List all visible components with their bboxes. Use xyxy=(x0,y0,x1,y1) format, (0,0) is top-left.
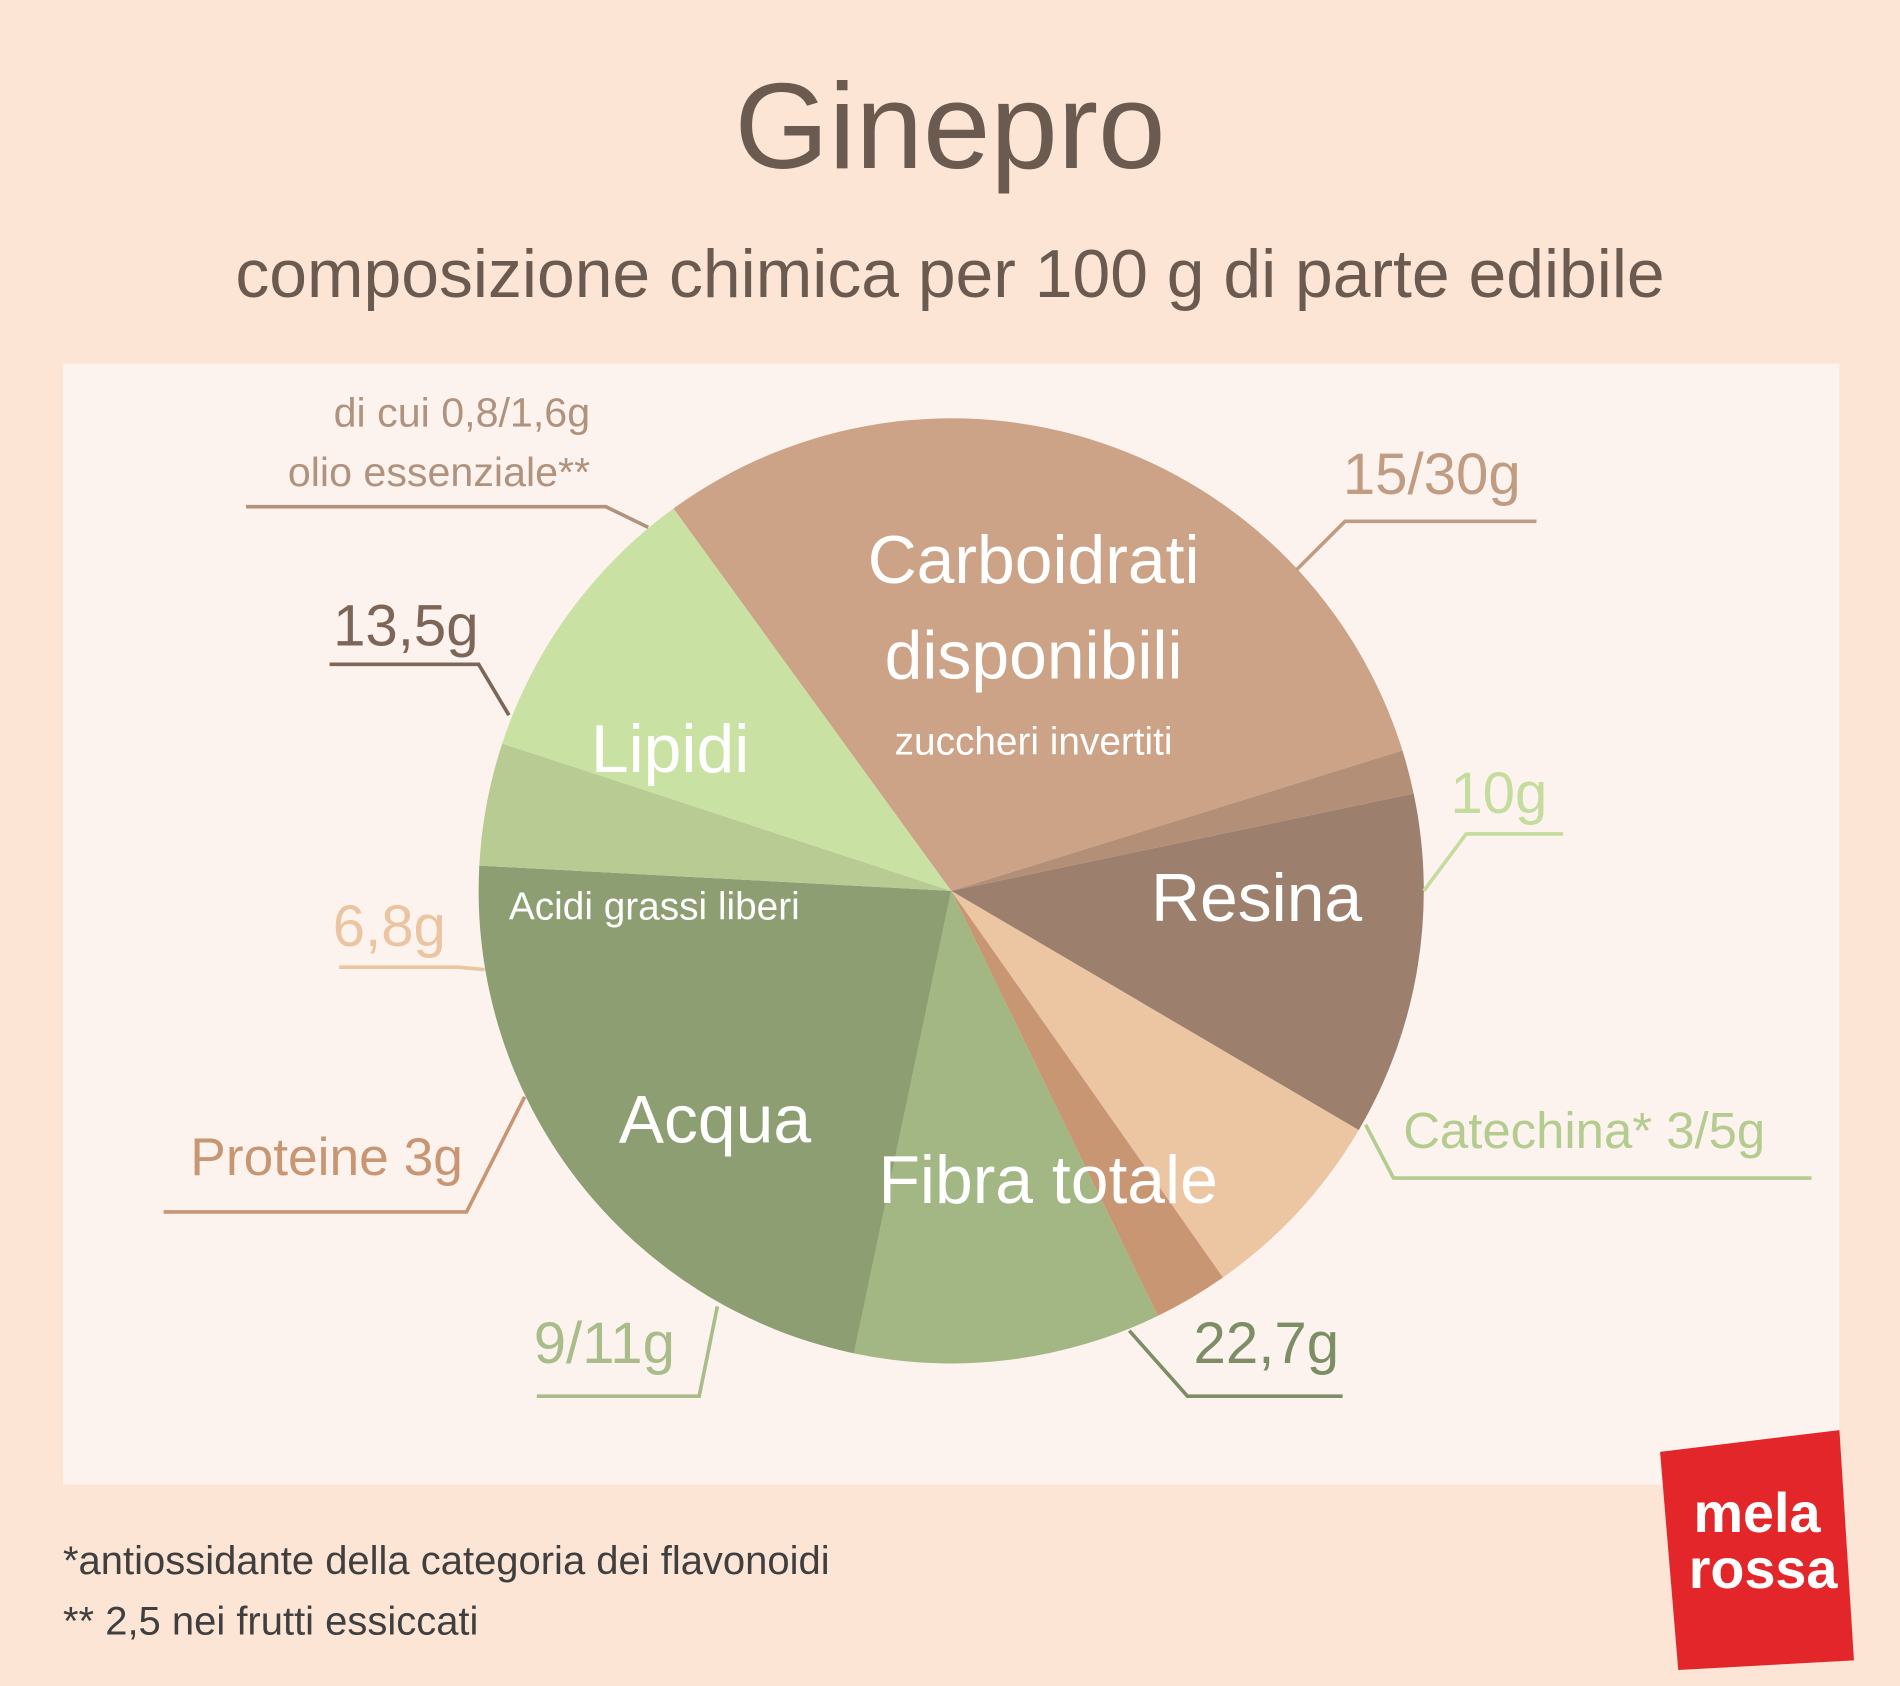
callout-line xyxy=(245,504,650,529)
callout-line xyxy=(1127,1329,1343,1398)
chart-title: Ginepro xyxy=(734,58,1165,194)
logo-text: rossa xyxy=(1689,1538,1839,1600)
slice-label: Fibra totale xyxy=(878,1143,1217,1218)
callout-label: Proteine 3g xyxy=(190,1128,463,1187)
slice-label: Resina xyxy=(1151,861,1362,936)
callout-line xyxy=(1422,832,1564,892)
callout-label: 13,5g xyxy=(333,594,479,659)
pie-slice xyxy=(951,890,1223,1316)
callout-line xyxy=(163,1096,527,1214)
pie-slice xyxy=(502,508,952,891)
chart-subtitle: composizione chimica per 100 g di parte … xyxy=(235,237,1664,312)
slice-label: disponibili xyxy=(885,619,1183,694)
pie-slice xyxy=(951,750,1414,891)
callout-label: 22,7g xyxy=(1194,1311,1340,1376)
callout-line xyxy=(536,1306,720,1398)
callout-line xyxy=(339,965,485,972)
callout-label: 6,8g xyxy=(333,894,446,959)
callout-label: 10g xyxy=(1450,761,1547,826)
callout-label: Catechina* 3/5g xyxy=(1403,1102,1765,1159)
callout-label: di cui 0,8/1,6g xyxy=(334,390,590,436)
slice-note: zuccheri invertiti xyxy=(895,720,1173,763)
slice-label: Acidi grassi liberi xyxy=(509,885,800,928)
pie-slice xyxy=(478,865,952,1354)
callout-label: olio essenziale** xyxy=(288,449,590,495)
logo-text: mela xyxy=(1694,1482,1822,1544)
footnote: *antiossidante della categoria dei flavo… xyxy=(63,1539,830,1583)
slice-label: Carboidrati xyxy=(868,523,1200,598)
slice-label: Lipidi xyxy=(591,712,749,787)
callout-label: 9/11g xyxy=(534,1311,675,1376)
pie-slice xyxy=(479,743,952,891)
pie-slice xyxy=(853,890,1158,1364)
callout-label: 15/30g xyxy=(1343,442,1521,507)
pie-slice xyxy=(951,793,1424,1131)
callout-line xyxy=(1295,519,1537,572)
callout-line xyxy=(329,662,511,717)
pie-slice xyxy=(951,890,1359,1278)
footnote: ** 2,5 nei frutti essiccati xyxy=(63,1600,478,1644)
callout-line xyxy=(1364,1123,1812,1180)
slice-label: Acqua xyxy=(619,1083,812,1158)
pie-slice xyxy=(673,418,1403,891)
logo-badge xyxy=(1660,1430,1854,1671)
